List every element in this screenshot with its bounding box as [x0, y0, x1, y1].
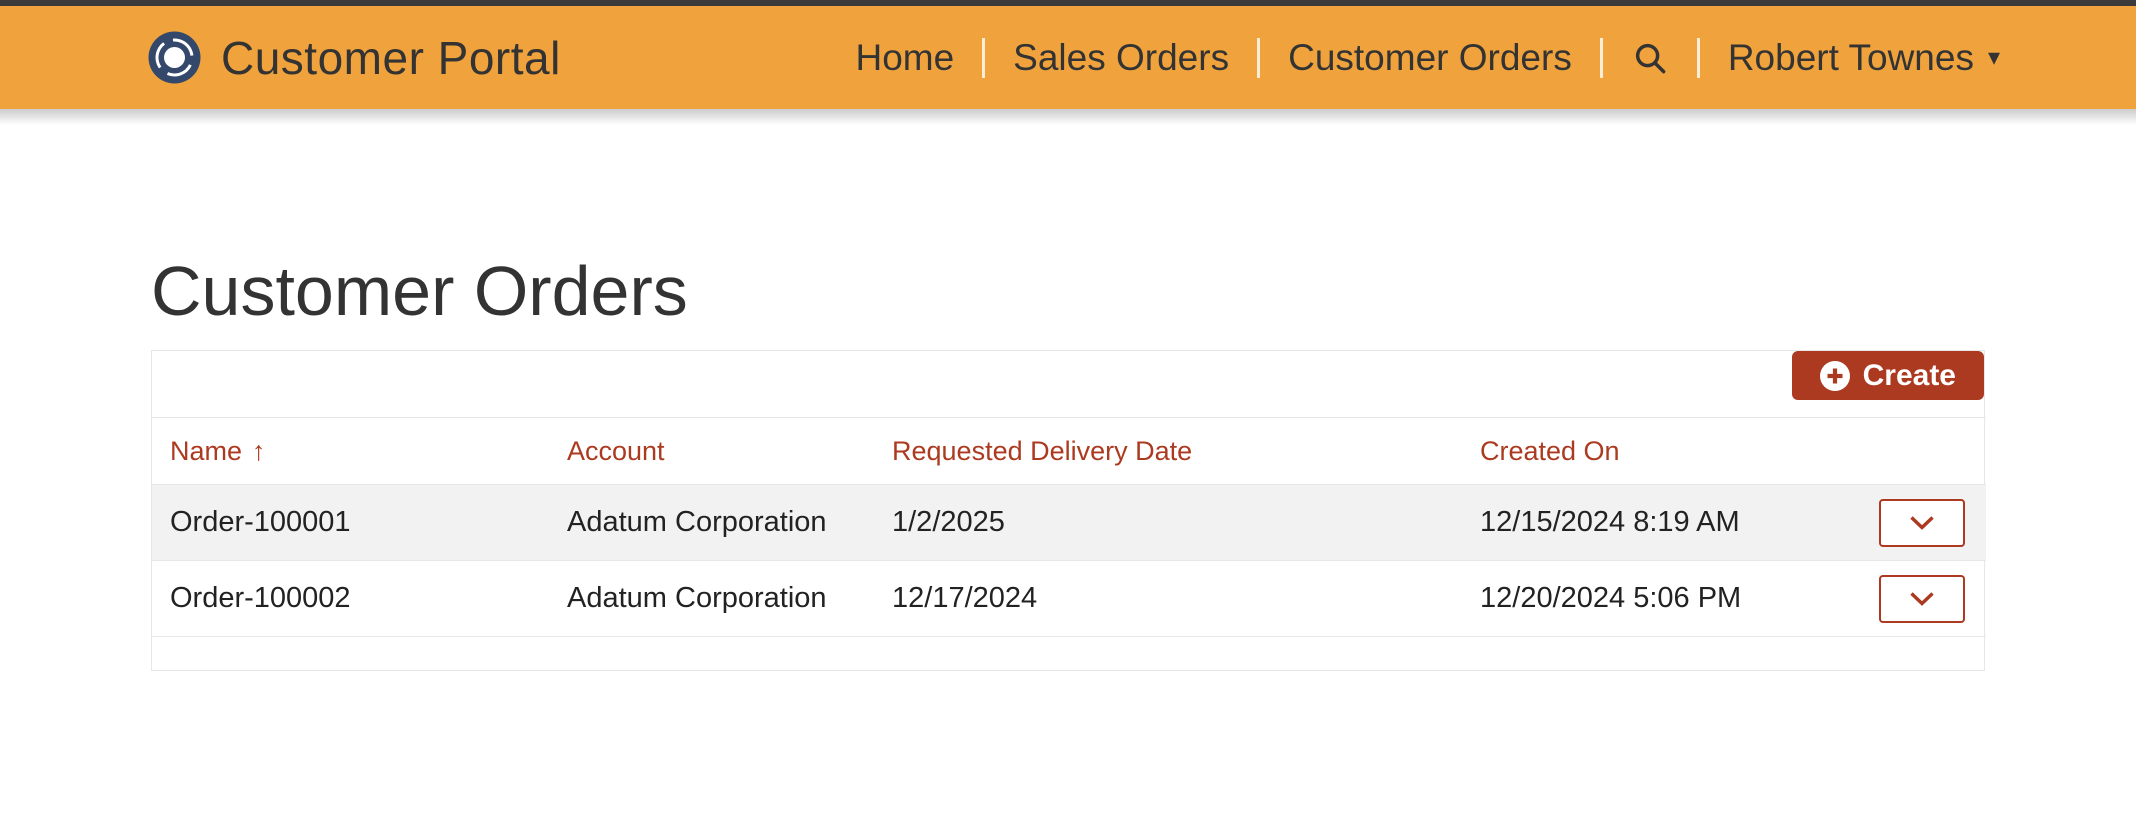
chevron-down-icon: [1910, 515, 1934, 530]
column-header-requested-delivery-date[interactable]: Requested Delivery Date: [874, 417, 1462, 485]
table-row: Order-100001 Adatum Corporation 1/2/2025…: [152, 484, 1986, 561]
nav-divider: [982, 37, 986, 78]
nav-sales-orders[interactable]: Sales Orders: [1013, 36, 1230, 78]
cell-name: Order-100001: [152, 484, 549, 561]
search-icon: [1635, 43, 1666, 73]
chevron-down-icon: ▾: [1987, 43, 2000, 71]
user-name: Robert Townes: [1727, 36, 1974, 78]
column-header-created-on[interactable]: Created On: [1462, 417, 1861, 485]
row-actions-button[interactable]: [1879, 498, 1965, 547]
cell-requested-delivery-date: 1/2/2025: [874, 484, 1462, 561]
orders-table: Name ↑ Account Requested Delivery Date Cr…: [152, 417, 1986, 637]
cell-actions: [1861, 560, 1986, 637]
cell-account: Adatum Corporation: [549, 484, 874, 561]
page-title: Customer Orders: [151, 252, 688, 330]
create-button-label: Create: [1862, 358, 1956, 392]
plus-circle-icon: [1819, 360, 1850, 391]
grid-footer: [152, 637, 1984, 670]
table-header-row: Name ↑ Account Requested Delivery Date Cr…: [152, 417, 1986, 485]
top-accent-bar: [0, 0, 2136, 6]
main-content: Customer Orders Create Name ↑: [0, 256, 2136, 671]
column-header-account[interactable]: Account: [549, 417, 874, 485]
main-nav: Home Sales Orders Customer Orders Robert…: [829, 37, 2000, 79]
brand[interactable]: Customer Portal: [148, 31, 561, 85]
cell-name: Order-100002: [152, 560, 549, 637]
nav-customer-orders[interactable]: Customer Orders: [1288, 36, 1572, 78]
column-header-label: Created On: [1480, 435, 1620, 466]
nav-home[interactable]: Home: [855, 36, 955, 78]
nav-divider: [1257, 37, 1261, 78]
cell-requested-delivery-date: 12/17/2024: [874, 560, 1462, 637]
portal-logo-icon: [148, 31, 201, 84]
cell-actions: [1861, 484, 1986, 561]
search-button[interactable]: [1605, 39, 1695, 77]
cell-account: Adatum Corporation: [549, 560, 874, 637]
table-row: Order-100002 Adatum Corporation 12/17/20…: [152, 560, 1986, 637]
nav-divider: [1599, 37, 1603, 78]
column-header-name[interactable]: Name ↑: [152, 417, 549, 485]
column-header-label: Name: [170, 435, 243, 466]
grid-toolbar: Create: [152, 351, 1984, 417]
sort-ascending-icon: ↑: [252, 435, 266, 466]
user-menu-button[interactable]: Robert Townes ▾: [1702, 37, 2000, 79]
brand-title: Customer Portal: [221, 31, 561, 84]
orders-grid-container: Create Name ↑ Account Requested Delivery …: [151, 350, 1986, 671]
chevron-down-icon: [1910, 591, 1934, 606]
create-button[interactable]: Create: [1791, 351, 1984, 400]
site-header: Customer Portal Home Sales Orders Custom…: [0, 6, 2136, 125]
column-header-actions: [1861, 417, 1986, 485]
column-header-label: Requested Delivery Date: [892, 435, 1193, 466]
cell-created-on: 12/20/2024 5:06 PM: [1462, 560, 1861, 637]
header-shadow: [0, 109, 2136, 125]
cell-created-on: 12/15/2024 8:19 AM: [1462, 484, 1861, 561]
nav-divider: [1696, 37, 1700, 78]
column-header-label: Account: [567, 435, 665, 466]
row-actions-button[interactable]: [1879, 574, 1965, 623]
